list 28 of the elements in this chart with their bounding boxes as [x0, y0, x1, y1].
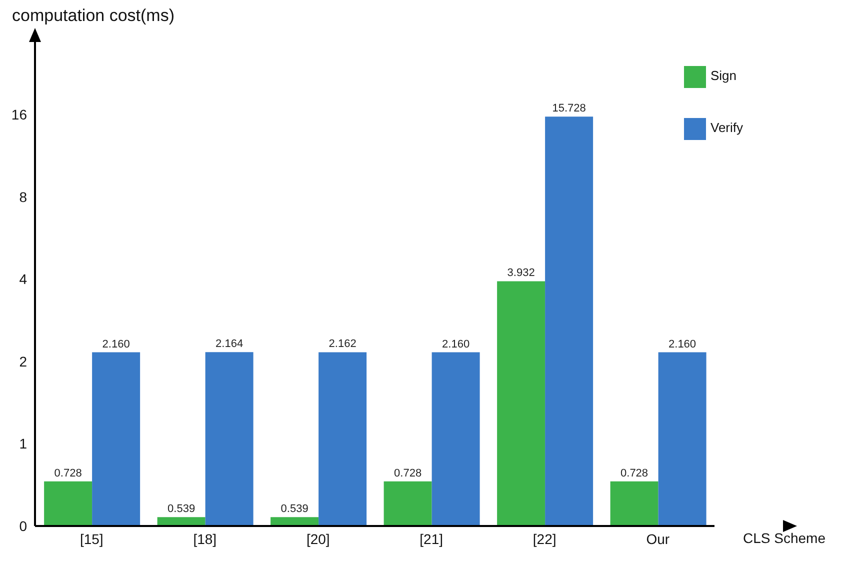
data-label: 2.160	[102, 338, 130, 350]
legend-label: Verify	[710, 120, 743, 135]
data-label: 0.728	[394, 467, 422, 480]
data-label: 2.164	[216, 338, 244, 350]
y-tick-label: 4	[19, 271, 28, 288]
y-axis-title: computation cost(ms)	[12, 6, 174, 26]
data-label: 0.539	[280, 503, 308, 516]
x-tick-label: [20]	[306, 530, 330, 547]
data-label: 3.932	[507, 267, 535, 280]
x-tick-label: [21]	[420, 530, 444, 547]
data-label: 0.539	[168, 503, 196, 516]
x-tick-label: [22]	[532, 530, 556, 547]
legend-label: Sign	[710, 68, 737, 83]
x-tick-label: [15]	[80, 530, 104, 547]
y-tick-label: 16	[11, 106, 28, 123]
data-label: 2.160	[442, 338, 470, 350]
data-label: 0.728	[54, 467, 82, 480]
y-tick-label: 8	[19, 188, 28, 205]
x-tick-label: Our	[646, 530, 670, 547]
data-label: 15.728	[552, 102, 586, 115]
y-tick-label: 2	[19, 353, 28, 370]
data-label: 2.160	[668, 338, 696, 350]
x-tick-label: [18]	[193, 530, 217, 547]
data-label: 2.162	[328, 338, 356, 350]
x-axis-title: CLS Scheme	[743, 530, 826, 546]
y-tick-label: 1	[19, 436, 28, 452]
data-label: 0.728	[620, 467, 648, 480]
y-tick-label: 0	[19, 518, 28, 534]
